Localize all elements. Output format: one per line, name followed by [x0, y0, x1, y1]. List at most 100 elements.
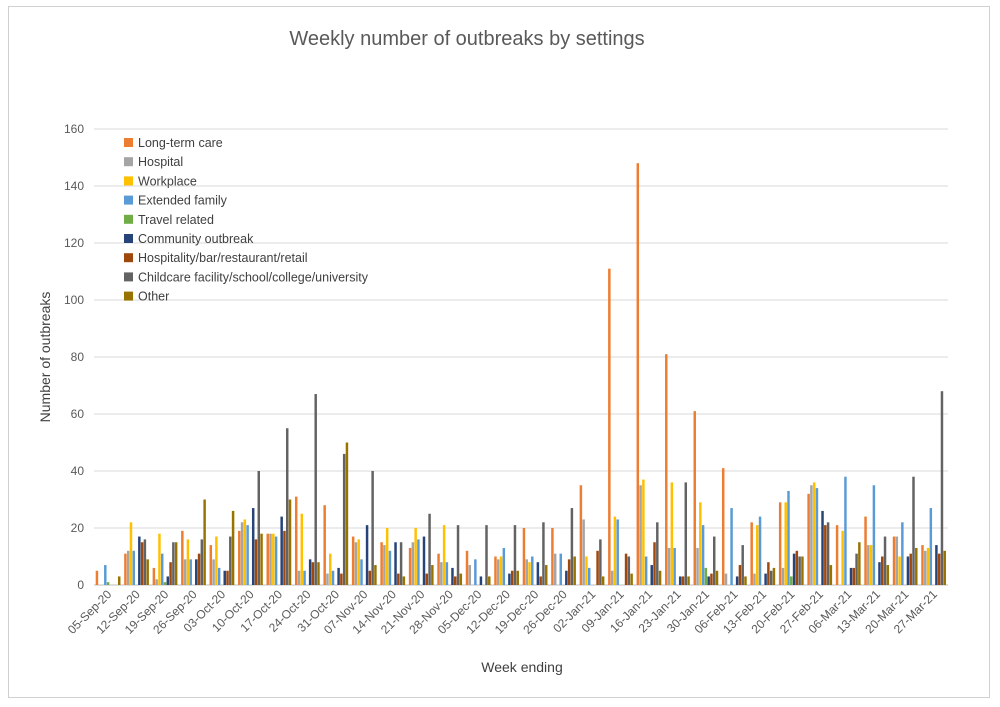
bar	[769, 570, 773, 585]
bar	[883, 536, 887, 585]
legend-label: Travel related	[138, 213, 214, 227]
bar	[687, 576, 690, 585]
bar	[798, 556, 801, 585]
bar	[712, 536, 716, 585]
bar	[730, 508, 733, 585]
bar	[229, 536, 232, 585]
bar	[658, 570, 662, 585]
bar	[693, 411, 696, 585]
bar	[437, 553, 440, 585]
bar	[254, 539, 258, 585]
bar	[411, 542, 415, 585]
bar	[872, 485, 876, 585]
bar	[474, 559, 477, 585]
bar	[140, 542, 144, 585]
bar	[707, 576, 710, 585]
bar	[587, 567, 591, 585]
bar	[417, 539, 420, 585]
bar	[926, 547, 930, 585]
bar	[189, 559, 192, 585]
bar	[422, 536, 426, 585]
legend-swatch	[124, 195, 133, 205]
bar	[744, 576, 747, 585]
bar	[892, 536, 896, 585]
bar	[431, 565, 434, 585]
bar	[143, 539, 147, 585]
bar	[525, 559, 528, 585]
bar	[243, 519, 247, 585]
bar	[585, 556, 588, 585]
bar	[824, 525, 827, 585]
y-tick-label: 140	[64, 179, 84, 193]
bar	[340, 573, 343, 585]
bar	[935, 545, 938, 585]
bar	[781, 567, 785, 585]
bar	[670, 482, 674, 585]
bar	[596, 550, 599, 585]
bar	[385, 528, 389, 585]
bar	[209, 545, 213, 585]
bar	[636, 163, 640, 585]
bar	[456, 525, 460, 585]
legend-swatch	[124, 214, 133, 224]
bar	[810, 485, 813, 585]
legend-label: Workplace	[138, 174, 197, 188]
bar	[721, 468, 725, 585]
bar	[559, 553, 562, 585]
bar	[678, 576, 682, 585]
bar	[272, 533, 275, 585]
bar	[821, 510, 824, 585]
bar	[497, 559, 500, 585]
bar	[582, 519, 585, 585]
bar	[337, 567, 340, 585]
bar	[397, 573, 400, 585]
bar	[570, 508, 574, 585]
bar	[909, 553, 912, 585]
bar	[601, 576, 605, 585]
bar	[701, 525, 705, 585]
bar	[203, 499, 206, 585]
bar	[673, 547, 676, 585]
bar	[240, 522, 244, 585]
bar	[516, 570, 519, 585]
bar	[864, 516, 867, 585]
bar	[849, 567, 853, 585]
legend-label: Hospital	[138, 155, 183, 169]
bar	[778, 502, 782, 585]
bar	[126, 550, 130, 585]
legend-swatch	[124, 138, 133, 147]
bar	[257, 471, 261, 585]
bar	[342, 453, 346, 585]
bar	[360, 559, 363, 585]
bar	[217, 567, 221, 585]
y-tick-label: 0	[77, 578, 84, 592]
bar	[226, 570, 229, 585]
bar	[792, 553, 796, 585]
legend-swatch	[124, 234, 133, 243]
y-axis-ticks: 0 20 40 60 80 100 120 140 160	[64, 122, 84, 592]
bar	[251, 508, 255, 585]
bar	[544, 565, 548, 585]
bar	[440, 562, 443, 585]
bar	[699, 502, 702, 585]
bar	[522, 528, 526, 585]
x-axis-ticks: 05-Sep-2012-Sep-2019-Sep-2026-Sep-2003-O…	[65, 587, 940, 637]
bar	[735, 576, 739, 585]
bar	[724, 573, 728, 585]
bar	[138, 536, 141, 585]
legend-label: Long-term care	[138, 136, 223, 150]
bar	[844, 476, 847, 585]
bar	[468, 565, 472, 585]
bar	[215, 536, 218, 585]
bar	[285, 428, 289, 585]
y-tick-label: 60	[71, 407, 85, 421]
y-axis-label: Number of outbreaks	[37, 292, 53, 423]
bar	[624, 553, 628, 585]
bar	[283, 530, 286, 585]
bar	[169, 562, 172, 585]
bar	[696, 547, 699, 585]
bar	[758, 516, 762, 585]
bar	[212, 559, 215, 585]
bar	[465, 550, 469, 585]
bar	[308, 559, 312, 585]
